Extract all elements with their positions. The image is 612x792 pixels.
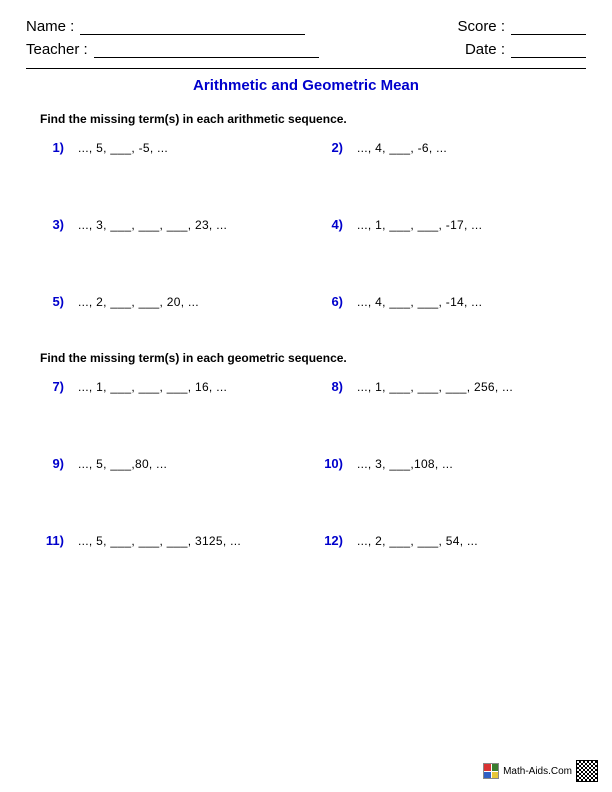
problem: 7) ..., 1, ___, ___, ___, 16, ... [28, 379, 307, 394]
teacher-line [94, 44, 319, 58]
instruction-text: Find the missing term(s) in each arithme… [40, 112, 586, 126]
footer: Math-Aids.Com [483, 760, 598, 782]
problem-text: ..., 5, ___, ___, ___, 3125, ... [78, 534, 241, 548]
instruction-text: Find the missing term(s) in each geometr… [40, 351, 586, 365]
problem: 4) ..., 1, ___, ___, -17, ... [307, 217, 586, 232]
problem-number: 4) [307, 217, 343, 232]
problem-number: 3) [28, 217, 64, 232]
problem-text: ..., 3, ___,108, ... [357, 457, 453, 471]
problem-text: ..., 2, ___, ___, 20, ... [78, 295, 199, 309]
site-logo-icon [483, 763, 499, 779]
problem: 5) ..., 2, ___, ___, 20, ... [28, 294, 307, 309]
problem-text: ..., 1, ___, ___, ___, 16, ... [78, 380, 227, 394]
problem-number: 10) [307, 456, 343, 471]
problem-text: ..., 4, ___, -6, ... [357, 141, 447, 155]
problem-number: 7) [28, 379, 64, 394]
problem-number: 8) [307, 379, 343, 394]
problem: 1) ..., 5, ___, -5, ... [28, 140, 307, 155]
problem: 10) ..., 3, ___,108, ... [307, 456, 586, 471]
name-label: Name : [26, 18, 74, 35]
problem-number: 2) [307, 140, 343, 155]
problem-text: ..., 5, ___,80, ... [78, 457, 167, 471]
header-divider [26, 68, 586, 69]
score-line [511, 21, 586, 35]
site-name: Math-Aids.Com [503, 766, 572, 777]
qr-code-icon [576, 760, 598, 782]
problem-number: 9) [28, 456, 64, 471]
problem-text: ..., 2, ___, ___, 54, ... [357, 534, 478, 548]
problem: 3) ..., 3, ___, ___, ___, 23, ... [28, 217, 307, 232]
problem-number: 6) [307, 294, 343, 309]
problem-text: ..., 1, ___, ___, -17, ... [357, 218, 482, 232]
name-line [80, 21, 305, 35]
problem: 8) ..., 1, ___, ___, ___, 256, ... [307, 379, 586, 394]
date-line [511, 44, 586, 58]
problem-number: 1) [28, 140, 64, 155]
problem: 6) ..., 4, ___, ___, -14, ... [307, 294, 586, 309]
date-label: Date : [465, 41, 505, 58]
problem-number: 5) [28, 294, 64, 309]
page-title: Arithmetic and Geometric Mean [26, 77, 586, 94]
problem-text: ..., 3, ___, ___, ___, 23, ... [78, 218, 227, 232]
problem-text: ..., 5, ___, -5, ... [78, 141, 168, 155]
problem-number: 12) [307, 533, 343, 548]
score-label: Score : [457, 18, 505, 35]
problem-number: 11) [28, 533, 64, 548]
problem: 9) ..., 5, ___,80, ... [28, 456, 307, 471]
problem: 11) ..., 5, ___, ___, ___, 3125, ... [28, 533, 307, 548]
problem-text: ..., 4, ___, ___, -14, ... [357, 295, 482, 309]
problem: 12) ..., 2, ___, ___, 54, ... [307, 533, 586, 548]
problem: 2) ..., 4, ___, -6, ... [307, 140, 586, 155]
problem-text: ..., 1, ___, ___, ___, 256, ... [357, 380, 513, 394]
teacher-label: Teacher : [26, 41, 88, 58]
